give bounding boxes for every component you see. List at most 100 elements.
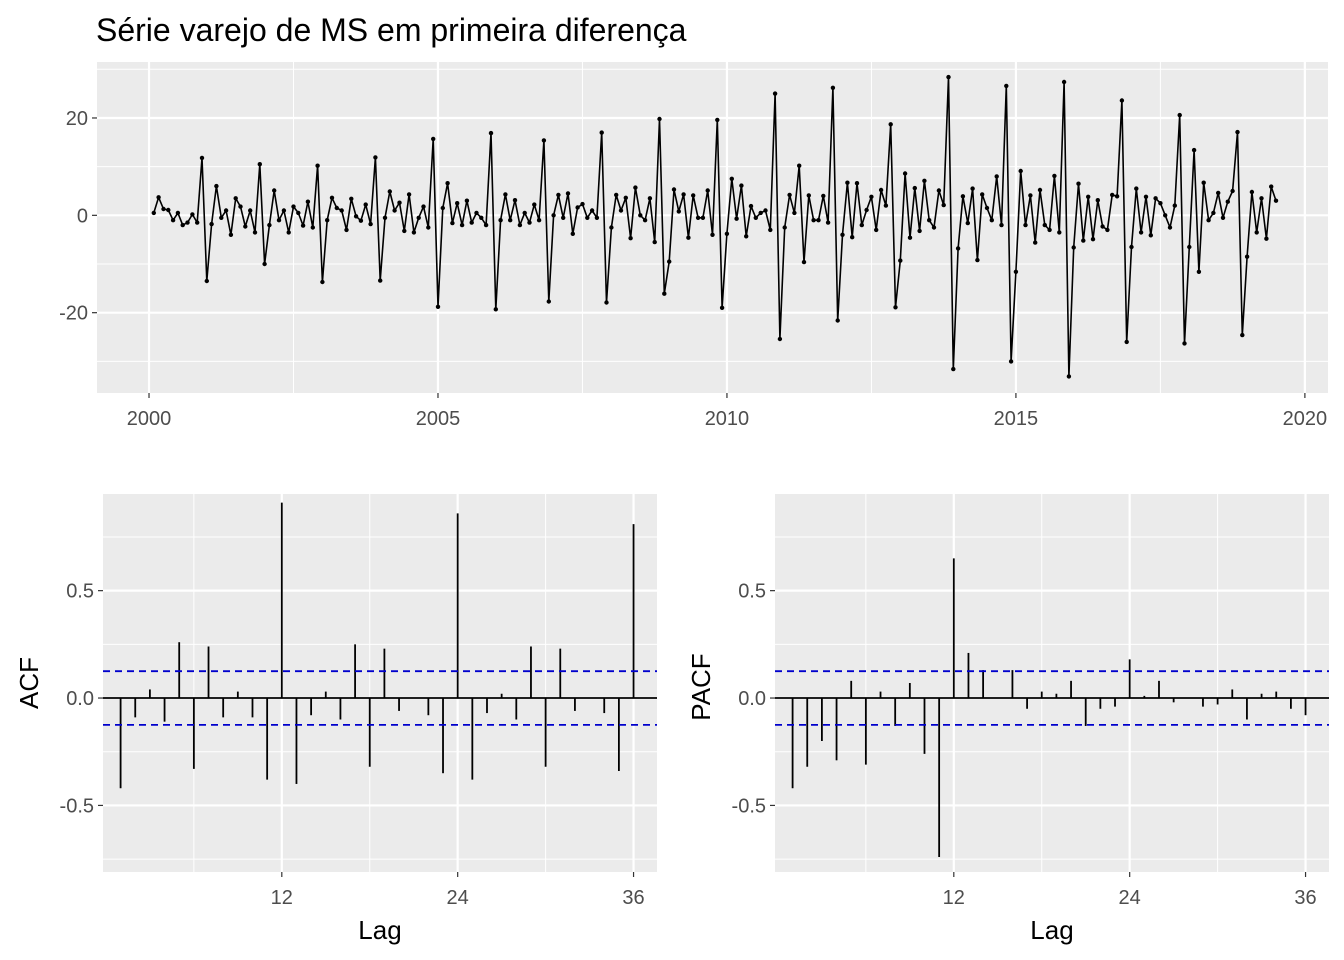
data-point: [984, 205, 990, 211]
data-point: [912, 185, 917, 191]
data-point: [262, 261, 267, 267]
data-point: [305, 199, 311, 204]
data-point: [1216, 190, 1221, 196]
data-point: [1225, 199, 1231, 204]
data-point: [214, 183, 219, 189]
data-point: [787, 192, 792, 198]
data-point: [1220, 215, 1226, 220]
data-point: [729, 176, 734, 181]
data-point: [840, 232, 845, 237]
data-point: [980, 192, 985, 197]
data-point: [825, 220, 831, 225]
data-point: [339, 208, 344, 213]
y-tick-label: 0.0: [66, 688, 94, 710]
data-point: [724, 231, 730, 236]
data-point: [1172, 203, 1178, 208]
x-tick-label: 12: [271, 887, 293, 909]
time-series-panel: 2000 2005 2010 2015 2020 -20 0 20: [59, 62, 1328, 430]
data-point: [628, 236, 633, 241]
data-point: [190, 212, 195, 217]
data-point: [830, 85, 836, 91]
data-point: [951, 366, 956, 372]
data-point: [970, 186, 975, 191]
data-point: [1182, 341, 1187, 346]
data-point: [479, 215, 484, 220]
data-point: [927, 218, 932, 223]
data-point: [315, 163, 320, 168]
data-point: [512, 198, 518, 203]
data-point: [580, 201, 585, 207]
data-point: [392, 208, 397, 213]
data-point: [402, 228, 407, 234]
x-tick-label: 12: [943, 887, 965, 909]
data-point: [850, 235, 855, 240]
data-point: [801, 259, 807, 265]
data-point: [397, 200, 402, 205]
data-point: [199, 155, 205, 161]
data-point: [421, 204, 426, 209]
data-point: [753, 215, 758, 220]
data-point: [1061, 79, 1067, 85]
data-point: [575, 205, 580, 210]
data-point: [536, 218, 542, 223]
data-point: [772, 91, 778, 96]
data-point: [1076, 181, 1081, 186]
data-point: [464, 198, 470, 203]
pacf-y-axis-title: PACF: [686, 653, 716, 720]
data-point: [344, 227, 349, 233]
data-point: [166, 207, 171, 213]
data-point: [1114, 194, 1120, 199]
data-point: [642, 218, 648, 223]
data-point: [946, 74, 951, 80]
data-point: [204, 278, 209, 284]
data-point: [296, 210, 301, 216]
acf-tick-labels: 12 24 36 -0.5 0.0 0.5: [60, 581, 645, 909]
data-point: [248, 208, 253, 213]
data-point: [349, 196, 354, 201]
data-point: [170, 218, 176, 223]
data-point: [426, 225, 431, 230]
x-tick-label: 2015: [994, 408, 1039, 430]
data-point: [363, 202, 368, 207]
y-tick-label: -20: [59, 303, 88, 325]
data-point: [1037, 187, 1043, 193]
data-point: [652, 239, 657, 245]
data-point: [715, 117, 720, 123]
data-point: [286, 230, 291, 235]
data-point: [1105, 227, 1110, 233]
acf-y-axis-title: ACF: [14, 657, 44, 709]
data-point: [1269, 184, 1274, 189]
data-point: [329, 195, 335, 200]
data-point: [623, 195, 628, 200]
data-point: [195, 220, 200, 225]
acf-x-axis-title: Lag: [358, 915, 401, 945]
x-tick-label: 24: [1119, 887, 1141, 909]
data-point: [1235, 129, 1240, 135]
data-point: [373, 155, 378, 160]
data-point: [657, 116, 662, 122]
data-point: [1163, 213, 1168, 218]
data-point: [609, 225, 614, 230]
data-point: [941, 202, 946, 208]
y-tick-label: 20: [66, 108, 88, 130]
data-point: [1206, 218, 1211, 223]
data-point: [455, 201, 460, 206]
data-point: [411, 230, 417, 235]
data-point: [1033, 240, 1038, 245]
data-point: [835, 318, 840, 323]
data-point: [1110, 192, 1115, 198]
data-point: [1211, 210, 1216, 216]
data-point: [334, 205, 339, 211]
data-point: [1023, 222, 1028, 228]
data-point: [676, 209, 681, 214]
data-point: [1095, 198, 1101, 203]
data-point: [792, 210, 797, 216]
data-point: [989, 218, 994, 223]
data-point: [320, 279, 325, 285]
data-point: [975, 257, 980, 263]
data-point: [902, 171, 908, 176]
data-point: [382, 215, 388, 220]
data-point: [782, 225, 787, 230]
data-point: [585, 215, 590, 220]
data-point: [431, 136, 436, 142]
